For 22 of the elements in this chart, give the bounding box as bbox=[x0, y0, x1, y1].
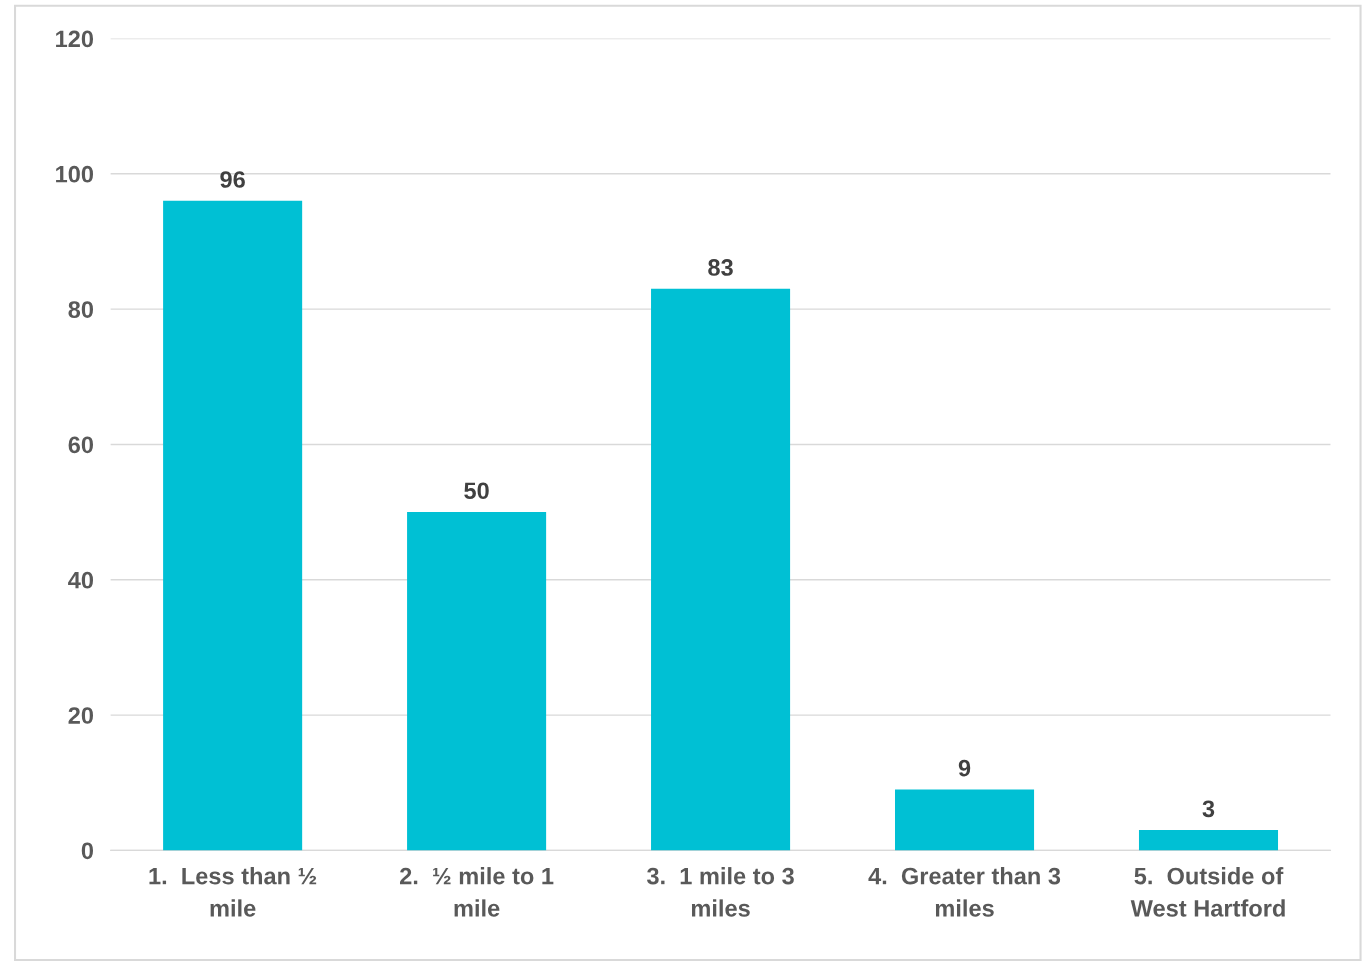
bar bbox=[651, 288, 791, 851]
data-label: 50 bbox=[464, 482, 489, 500]
x-tick-label: 4. Greater than 3 miles bbox=[868, 867, 1061, 917]
y-tick-label: 120 bbox=[56, 30, 94, 48]
bar bbox=[1138, 830, 1279, 851]
x-tick-label: 1. Less than ½ mile bbox=[149, 867, 317, 917]
bar bbox=[407, 512, 547, 851]
bar bbox=[895, 789, 1035, 851]
bar bbox=[163, 200, 303, 851]
data-label: 96 bbox=[220, 171, 245, 188]
x-tick-label: 2. ½ mile to 1 mile bbox=[400, 867, 554, 917]
x-tick-label: 5. Outside of West Hartford bbox=[1130, 867, 1285, 917]
y-tick-label: 100 bbox=[56, 165, 94, 183]
y-tick-label: 20 bbox=[68, 707, 94, 724]
y-tick-label: 60 bbox=[68, 436, 94, 454]
y-tick-label: 80 bbox=[68, 301, 94, 318]
y-tick-label: 0 bbox=[81, 842, 94, 860]
data-label: 3 bbox=[1202, 800, 1215, 818]
y-tick-label: 40 bbox=[68, 571, 94, 589]
x-tick-label: 3. 1 mile to 3 miles bbox=[646, 867, 794, 917]
data-label: 9 bbox=[958, 759, 971, 777]
data-label: 83 bbox=[708, 259, 733, 276]
